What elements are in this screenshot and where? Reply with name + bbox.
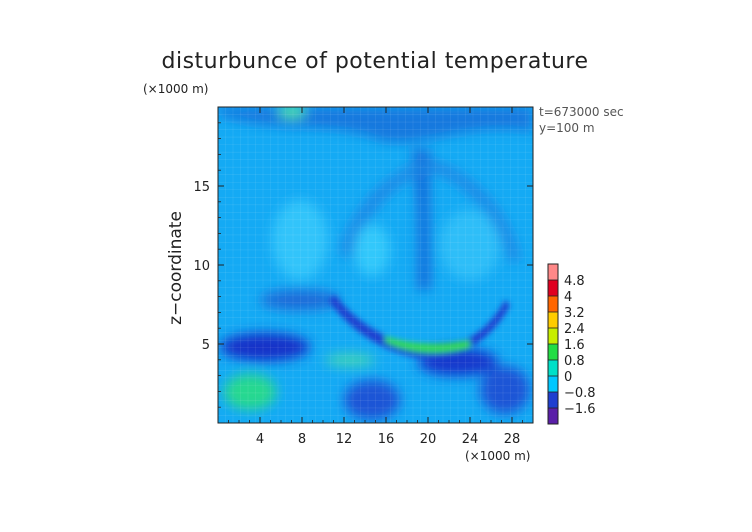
warm-streak [325,354,375,366]
colorbar-swatch [548,264,558,280]
colorbar-swatch [548,328,558,344]
x-tick-label: 12 [336,432,353,447]
colorbar-swatch [548,312,558,328]
colorbar-swatch [548,280,558,296]
field-image [218,107,533,423]
colorbar-label: 0 [564,370,572,385]
y-tick-label: 10 [193,259,210,274]
y-axis-label: z−coordinate [166,211,186,325]
colorbar-label: 2.4 [564,322,585,337]
x-axis-unit: (×1000 m) [465,449,530,463]
cold-band-left [260,290,340,310]
cold-bottom-center [344,380,400,420]
y-axis-unit: (×1000 m) [143,82,208,96]
colorbar-label: 1.6 [564,338,585,353]
x-axis: 4 8 12 16 20 24 28 [228,107,523,447]
cold-core-left [220,333,310,361]
x-tick-label: 24 [462,432,479,447]
x-tick-label: 4 [256,432,264,447]
warm-patch-lower-left [224,374,276,410]
colorbar-swatch [548,360,558,376]
light-blob-left [272,200,328,280]
y-tick-label: 15 [193,180,210,195]
cold-plume-stem [412,150,430,290]
warm-arc-bottom [385,336,470,354]
y-tick-label: 5 [202,338,210,353]
x-tick-label: 20 [420,432,437,447]
y-position-annotation: y=100 m [539,121,595,135]
x-tick-label: 28 [504,432,521,447]
x-tick-label: 16 [378,432,395,447]
colorbar-label: −0.8 [564,386,596,401]
overlay-grid [218,107,533,423]
colorbar-label: 4 [564,290,572,305]
plume-arm-left [340,160,430,260]
warm-top-spot [278,107,306,118]
colorbar-swatch [548,296,558,312]
colorbar-swatch [548,408,558,424]
colorbar-label: 0.8 [564,354,585,369]
time-annotation: t=673000 sec [539,105,624,119]
cold-bottom-right [480,366,530,414]
light-blob-center [354,224,390,276]
chart-title: disturbunce of potential temperature [162,49,589,74]
colorbar-label: 3.2 [564,306,585,321]
x-tick-label: 8 [298,432,306,447]
y-axis: 5 10 15 [193,122,533,408]
colorbar-swatch [548,392,558,408]
colorbar-swatch [548,344,558,360]
colorbar: −1.6−0.800.81.62.43.244.8 [547,263,596,425]
colorbar-label: −1.6 [564,402,596,417]
colorbar-swatch [548,376,558,392]
light-blob-right [440,210,500,280]
colorbar-label: 4.8 [564,274,585,289]
plume-arm-right [428,160,520,262]
